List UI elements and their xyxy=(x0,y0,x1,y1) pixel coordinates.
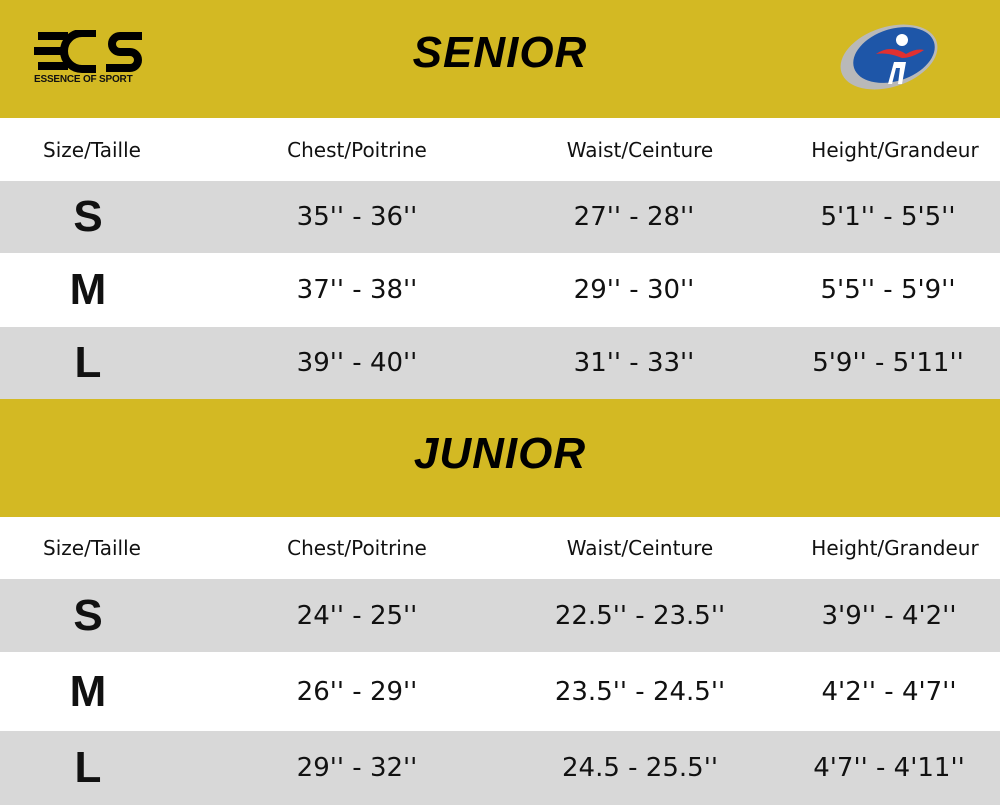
waist-value: 31'' - 33'' xyxy=(573,348,695,378)
height-value: 3'9'' - 4'2'' xyxy=(821,600,957,631)
chest-value: 39'' - 40'' xyxy=(296,348,418,378)
chest-value: 26'' - 29'' xyxy=(296,676,418,707)
junior-title: JUNIOR xyxy=(413,429,587,478)
chest-value: 24'' - 25'' xyxy=(296,600,418,631)
col-header-chest: Chest/Poitrine xyxy=(287,536,427,560)
size-label: M xyxy=(69,265,107,314)
col-header-size: Size/Taille xyxy=(43,536,141,560)
junior-row-l: L 29'' - 32'' 24.5 - 25.5'' 4'7'' - 4'11… xyxy=(0,731,1000,805)
federation-logo-icon xyxy=(840,24,938,90)
height-value: 4'2'' - 4'7'' xyxy=(821,676,957,707)
chest-value: 29'' - 32'' xyxy=(296,753,418,783)
junior-row-s: S 24'' - 25'' 22.5'' - 23.5'' 3'9'' - 4'… xyxy=(0,579,1000,652)
col-header-chest: Chest/Poitrine xyxy=(287,137,427,162)
size-label: S xyxy=(73,590,103,640)
size-label: M xyxy=(69,666,107,716)
col-header-waist: Waist/Ceinture xyxy=(566,137,714,162)
junior-header-row: Size/Taille Chest/Poitrine Waist/Ceintur… xyxy=(0,517,1000,579)
col-header-waist: Waist/Ceinture xyxy=(566,536,714,560)
size-label: L xyxy=(74,338,102,387)
chest-value: 37'' - 38'' xyxy=(296,275,418,305)
junior-banner: JUNIOR xyxy=(0,399,1000,517)
chest-value: 35'' - 36'' xyxy=(296,202,418,232)
waist-value: 27'' - 28'' xyxy=(573,202,695,232)
senior-row-s: S 35'' - 36'' 27'' - 28'' 5'1'' - 5'5'' xyxy=(0,181,1000,253)
height-value: 5'9'' - 5'11'' xyxy=(812,348,964,378)
size-label: S xyxy=(73,192,103,241)
height-value: 4'7'' - 4'11'' xyxy=(813,753,965,783)
senior-banner: ESSENCE OF SPORT SENIOR xyxy=(0,0,1000,118)
waist-value: 29'' - 30'' xyxy=(573,275,695,305)
waist-value: 22.5'' - 23.5'' xyxy=(554,600,726,631)
size-label: L xyxy=(74,743,102,792)
senior-row-m: M 37'' - 38'' 29'' - 30'' 5'5'' - 5'9'' xyxy=(0,253,1000,327)
col-header-size: Size/Taille xyxy=(43,137,141,162)
height-value: 5'1'' - 5'5'' xyxy=(820,202,956,232)
senior-title: SENIOR xyxy=(412,28,588,77)
waist-value: 23.5'' - 24.5'' xyxy=(554,676,726,707)
col-header-height: Height/Grandeur xyxy=(811,536,979,560)
senior-row-l: L 39'' - 40'' 31'' - 33'' 5'9'' - 5'11'' xyxy=(0,327,1000,399)
senior-header-row: Size/Taille Chest/Poitrine Waist/Ceintur… xyxy=(0,118,1000,181)
eos-logo: ESSENCE OF SPORT xyxy=(34,29,146,86)
col-header-height: Height/Grandeur xyxy=(811,137,979,162)
height-value: 5'5'' - 5'9'' xyxy=(820,275,956,305)
waist-value: 24.5 - 25.5'' xyxy=(562,753,718,783)
junior-row-m: M 26'' - 29'' 23.5'' - 24.5'' 4'2'' - 4'… xyxy=(0,652,1000,731)
